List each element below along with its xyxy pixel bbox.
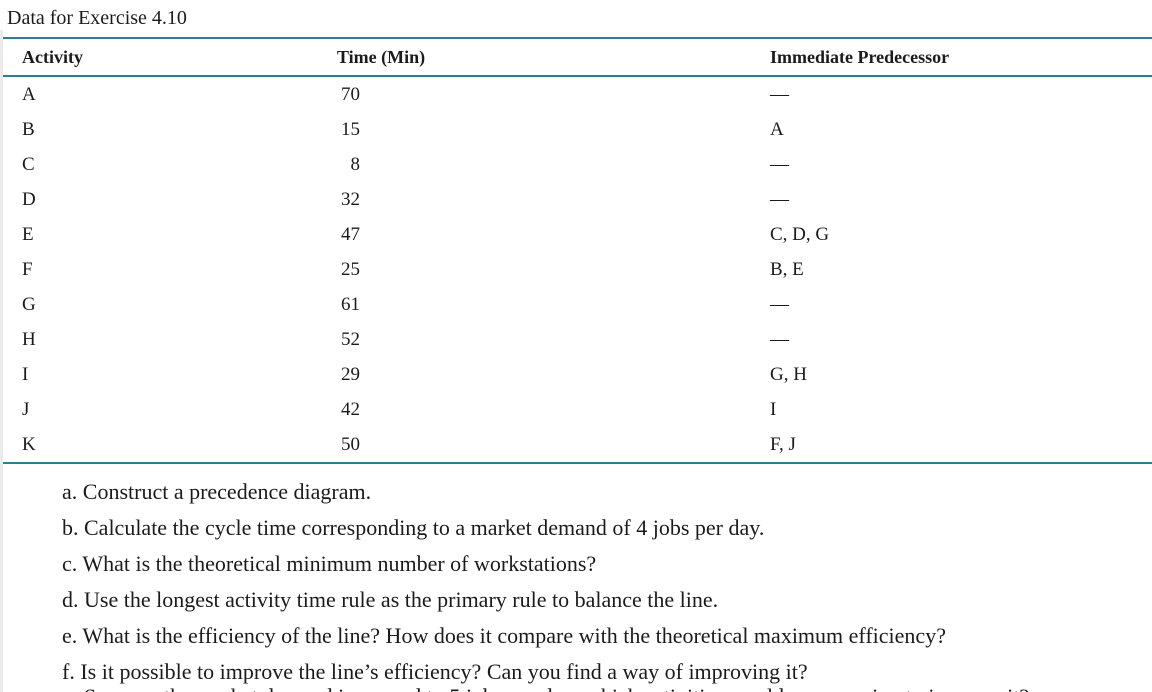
- time-value: 32: [341, 188, 360, 210]
- cutoff-partial-line: g. Suppose the market demand increased t…: [62, 684, 1142, 692]
- question-item: b. Calculate the cycle time correspondin…: [62, 515, 765, 540]
- column-header-immediate-predecessor: Immediate Predecessor: [770, 38, 1152, 77]
- time-value: 50: [341, 433, 360, 455]
- questions-list: a. Construct a precedence diagram. b. Ca…: [62, 474, 1152, 690]
- table-row: A 70 —: [0, 76, 1152, 112]
- predecessor-cell: —: [770, 153, 789, 175]
- activity-cell: K: [22, 433, 36, 455]
- question-item: f. Is it possible to improve the line’s …: [62, 659, 808, 684]
- time-cell: 50: [337, 427, 770, 463]
- time-cell: 52: [337, 322, 770, 357]
- activity-cell: G: [22, 293, 36, 315]
- activity-cell: I: [22, 363, 29, 385]
- time-cell: 15: [337, 112, 770, 147]
- activity-cell: B: [22, 118, 35, 140]
- predecessor-cell: —: [770, 328, 789, 350]
- page-title: Data for Exercise 4.10: [7, 7, 187, 29]
- time-value: 29: [341, 363, 360, 385]
- exercise-data-table: Activity Time (Min) Immediate Predecesso…: [0, 37, 1152, 464]
- question-item: d. Use the longest activity time rule as…: [62, 587, 719, 612]
- table-header: Activity Time (Min) Immediate Predecesso…: [0, 38, 1152, 77]
- activity-cell: H: [22, 328, 36, 350]
- time-value: 15: [341, 118, 360, 140]
- activity-cell: E: [22, 223, 34, 245]
- predecessor-cell: —: [770, 293, 789, 315]
- table-row: K 50 F, J: [0, 427, 1152, 463]
- time-cell: 29: [337, 357, 770, 392]
- time-value: 52: [341, 328, 360, 350]
- predecessor-cell: B, E: [770, 258, 804, 280]
- time-cell: 70: [337, 76, 770, 112]
- time-value: 47: [341, 223, 360, 245]
- time-cell: 47: [337, 217, 770, 252]
- table-row: H 52 —: [0, 322, 1152, 357]
- activity-cell: D: [22, 188, 36, 210]
- column-header-activity: Activity: [0, 38, 337, 77]
- time-cell: 8: [337, 147, 770, 182]
- question-item: e. What is the efficiency of the line? H…: [62, 623, 946, 648]
- time-cell: 42: [337, 392, 770, 427]
- question-item: c. What is the theoretical minimum numbe…: [62, 551, 597, 576]
- predecessor-cell: A: [770, 118, 784, 140]
- activity-cell: C: [22, 153, 35, 175]
- left-edge-strip: [0, 30, 3, 692]
- predecessor-cell: —: [770, 83, 789, 105]
- table-header-row: Activity Time (Min) Immediate Predecesso…: [0, 38, 1152, 77]
- predecessor-cell: —: [770, 188, 789, 210]
- time-cell: 32: [337, 182, 770, 217]
- time-cell: 25: [337, 252, 770, 287]
- table-row: B 15 A: [0, 112, 1152, 147]
- column-header-time: Time (Min): [337, 38, 770, 77]
- predecessor-cell: C, D, G: [770, 223, 830, 245]
- question-item: a. Construct a precedence diagram.: [62, 479, 372, 504]
- table-row: F 25 B, E: [0, 252, 1152, 287]
- predecessor-cell: I: [770, 398, 777, 420]
- time-value: 42: [341, 398, 360, 420]
- time-value: 70: [341, 83, 360, 105]
- table-row: E 47 C, D, G: [0, 217, 1152, 252]
- table-row: C 8 —: [0, 147, 1152, 182]
- table-body: A 70 — B 15 A C 8 — D 32 — E 47 C, D, G …: [0, 76, 1152, 463]
- predecessor-cell: F, J: [770, 433, 796, 455]
- time-value: 8: [350, 153, 361, 175]
- activity-cell: J: [22, 398, 30, 420]
- table-row: G 61 —: [0, 287, 1152, 322]
- table-row: J 42 I: [0, 392, 1152, 427]
- time-value: 25: [341, 258, 360, 280]
- activity-cell: F: [22, 258, 33, 280]
- time-value: 61: [341, 293, 360, 315]
- activity-cell: A: [22, 83, 36, 105]
- table-row: I 29 G, H: [0, 357, 1152, 392]
- time-cell: 61: [337, 287, 770, 322]
- table-row: D 32 —: [0, 182, 1152, 217]
- predecessor-cell: G, H: [770, 363, 807, 385]
